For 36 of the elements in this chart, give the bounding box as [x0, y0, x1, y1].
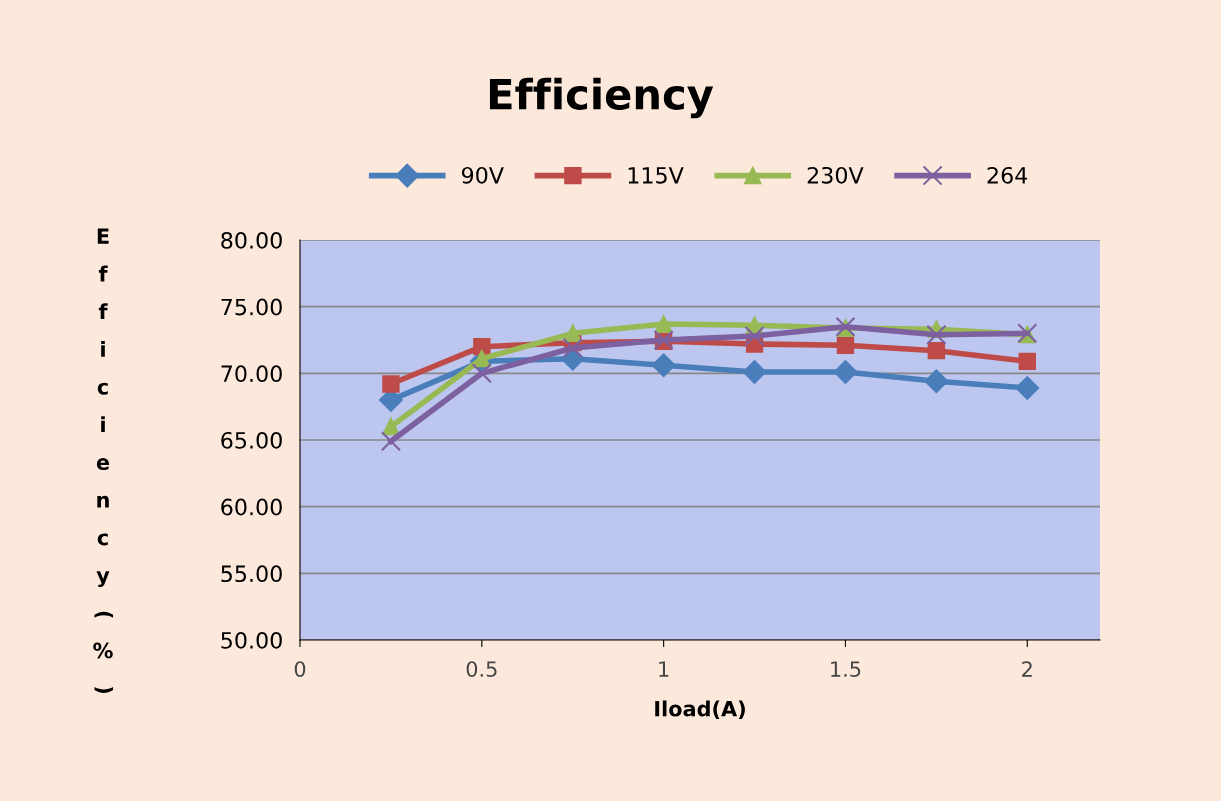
point	[744, 325, 765, 347]
point	[1018, 352, 1036, 371]
y-tick-label: 70.00	[221, 365, 282, 383]
x-tick-label: 0.5	[466, 661, 497, 677]
y-tick-label: 55.00	[221, 565, 282, 583]
y-tick-label: 65.00	[221, 431, 282, 449]
legend-label: 230V	[807, 166, 864, 184]
legend-label: 115V	[628, 167, 684, 184]
point	[1015, 376, 1040, 400]
point	[562, 337, 583, 359]
point	[833, 360, 858, 384]
point	[742, 360, 767, 384]
x-tick-label: 0	[294, 661, 306, 677]
point	[564, 324, 582, 343]
point	[382, 375, 400, 393]
point	[926, 324, 947, 345]
x-axis-title: Iload(A)	[655, 700, 745, 720]
point	[380, 431, 401, 452]
text: Efficiency(%)	[93, 228, 114, 693]
point	[471, 363, 492, 384]
legend-label: 264	[987, 166, 1028, 184]
point	[836, 336, 855, 355]
x-tick-label: 1.5	[831, 661, 861, 677]
point	[654, 315, 673, 333]
chart-title: Efficiency	[489, 77, 714, 119]
y-tick-label: 60.00	[221, 498, 282, 516]
y-tick-label: 50.00	[221, 631, 282, 649]
x-tick-label: 1	[659, 661, 669, 677]
point	[382, 417, 400, 436]
x-tick-label: 2	[1022, 661, 1032, 677]
point	[927, 341, 946, 360]
point	[651, 353, 676, 378]
point	[924, 369, 949, 394]
y-tick-label: 80.00	[221, 231, 282, 249]
legend-label: 90V	[461, 166, 504, 184]
y-tick-label: 75.00	[221, 298, 282, 316]
